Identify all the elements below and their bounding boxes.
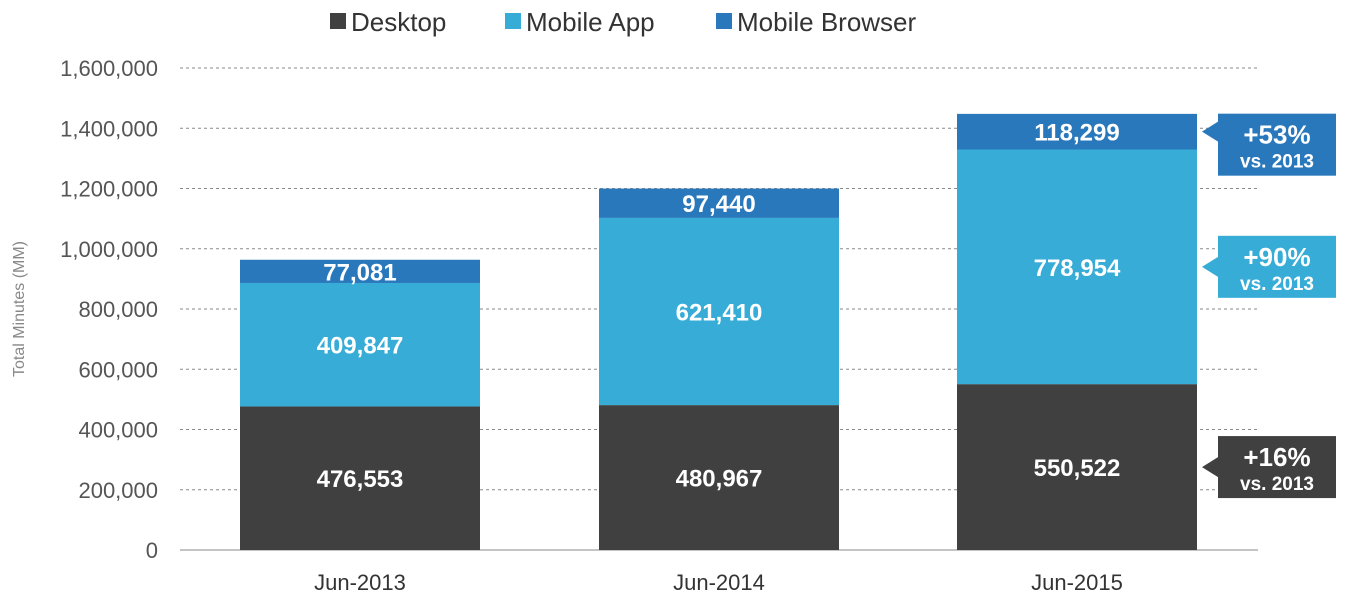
y-tick-label: 800,000	[78, 297, 158, 322]
y-tick-label: 1,600,000	[60, 56, 158, 81]
data-label-mobile-app: 409,847	[317, 333, 404, 360]
callout-desktop: +16%vs. 2013	[1202, 436, 1336, 499]
data-label-desktop: 476,553	[317, 466, 404, 493]
y-tick-label: 1,400,000	[60, 116, 158, 141]
y-tick-label: 600,000	[78, 357, 158, 382]
data-label-mobile-browser: 97,440	[682, 191, 755, 218]
x-tick-label: Jun-2014	[673, 570, 765, 595]
data-label-mobile-browser: 77,081	[323, 259, 396, 286]
callout-pointer	[1202, 457, 1218, 478]
legend-swatch-mobile-app	[505, 13, 521, 29]
data-label-mobile-app: 778,954	[1034, 255, 1121, 282]
callout-pointer	[1202, 256, 1218, 277]
x-axis-ticks: Jun-2013 Jun-2014 Jun-2015	[314, 570, 1123, 595]
bar-segment-mobile-app	[957, 149, 1197, 385]
legend-swatch-mobile-browser	[716, 13, 732, 29]
y-tick-label: 1,000,000	[60, 237, 158, 262]
callout-subtext: vs. 2013	[1240, 152, 1314, 173]
callouts: +53%vs. 2013+90%vs. 2013+16%vs. 2013	[1202, 113, 1336, 499]
bar-segment-desktop	[240, 406, 480, 550]
callout-value: +53%	[1243, 120, 1310, 150]
bars: 476,553 409,847 77,081 480,967 621,410 97,440…	[240, 113, 1197, 550]
legend-label-mobile-app: Mobile App	[526, 7, 655, 37]
y-tick-label: 1,200,000	[60, 177, 158, 202]
x-tick-label: Jun-2013	[314, 570, 406, 595]
data-label-mobile-app: 621,410	[676, 300, 763, 327]
callout-pointer	[1202, 121, 1218, 142]
y-tick-label: 200,000	[78, 478, 158, 503]
bar-segment-mobile-browser	[599, 188, 839, 218]
data-label-desktop: 550,522	[1034, 455, 1121, 482]
bar-segment-mobile-browser	[240, 259, 480, 283]
x-tick-label: Jun-2015	[1031, 570, 1123, 595]
y-tick-label: 0	[146, 538, 158, 563]
legend-label-mobile-browser: Mobile Browser	[737, 7, 917, 37]
callout-subtext: vs. 2013	[1240, 274, 1314, 295]
callout-mobile-app: +90%vs. 2013	[1202, 235, 1336, 298]
callout-mobile-browser: +53%vs. 2013	[1202, 113, 1336, 176]
legend: Desktop Mobile App Mobile Browser	[330, 7, 917, 37]
bar-segment-mobile-app	[599, 217, 839, 406]
callout-value: +90%	[1243, 242, 1310, 272]
bar-segment-mobile-app	[240, 282, 480, 407]
callout-subtext: vs. 2013	[1240, 474, 1314, 495]
data-label-desktop: 480,967	[676, 466, 763, 493]
legend-label-desktop: Desktop	[351, 7, 446, 37]
y-tick-label: 400,000	[78, 418, 158, 443]
legend-swatch-desktop	[330, 13, 346, 29]
y-axis-label: Total Minutes (MM)	[11, 241, 28, 377]
callout-value: +16%	[1243, 442, 1310, 472]
bar-segment-desktop	[957, 384, 1197, 550]
data-label-mobile-browser: 118,299	[1034, 120, 1119, 147]
bar-segment-mobile-browser	[957, 113, 1197, 150]
callout-box	[1218, 235, 1336, 298]
callout-box	[1218, 113, 1336, 176]
y-axis-ticks: 0 200,000 400,000 600,000 800,000 1,000,000 1,…	[60, 56, 158, 563]
bar-segment-desktop	[599, 405, 839, 550]
callout-box	[1218, 436, 1336, 499]
